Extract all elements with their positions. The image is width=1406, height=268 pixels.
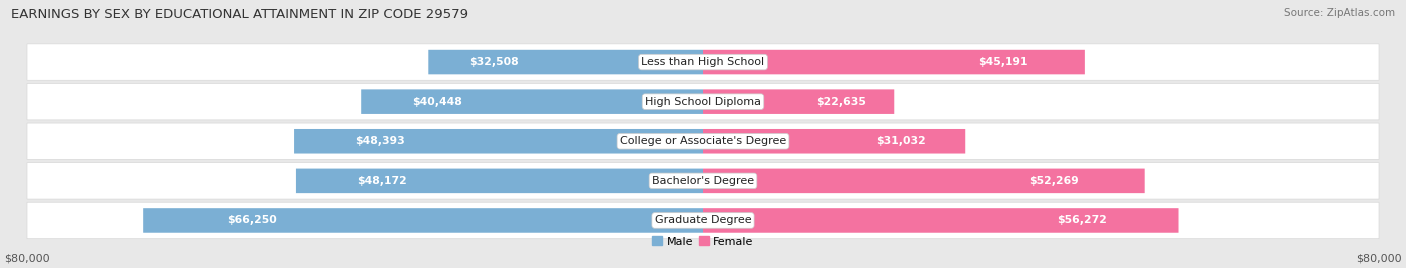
FancyBboxPatch shape (143, 208, 703, 233)
Text: Source: ZipAtlas.com: Source: ZipAtlas.com (1284, 8, 1395, 18)
FancyBboxPatch shape (27, 202, 1379, 239)
FancyBboxPatch shape (703, 169, 1144, 193)
FancyBboxPatch shape (27, 123, 1379, 159)
Text: $52,269: $52,269 (1029, 176, 1078, 186)
FancyBboxPatch shape (295, 169, 703, 193)
Legend: Male, Female: Male, Female (648, 232, 758, 251)
Text: $48,172: $48,172 (357, 176, 406, 186)
Text: Less than High School: Less than High School (641, 57, 765, 67)
Text: Bachelor's Degree: Bachelor's Degree (652, 176, 754, 186)
Text: $22,635: $22,635 (815, 97, 866, 107)
FancyBboxPatch shape (27, 163, 1379, 199)
FancyBboxPatch shape (27, 44, 1379, 80)
Text: $31,032: $31,032 (876, 136, 927, 146)
FancyBboxPatch shape (294, 129, 703, 154)
FancyBboxPatch shape (703, 90, 894, 114)
Text: College or Associate's Degree: College or Associate's Degree (620, 136, 786, 146)
FancyBboxPatch shape (361, 90, 703, 114)
Text: $48,393: $48,393 (356, 136, 405, 146)
FancyBboxPatch shape (27, 83, 1379, 120)
Text: $66,250: $66,250 (228, 215, 277, 225)
Text: $40,448: $40,448 (412, 97, 463, 107)
Text: $45,191: $45,191 (979, 57, 1028, 67)
FancyBboxPatch shape (703, 50, 1085, 74)
FancyBboxPatch shape (429, 50, 703, 74)
Text: EARNINGS BY SEX BY EDUCATIONAL ATTAINMENT IN ZIP CODE 29579: EARNINGS BY SEX BY EDUCATIONAL ATTAINMEN… (11, 8, 468, 21)
Text: Graduate Degree: Graduate Degree (655, 215, 751, 225)
Text: $32,508: $32,508 (470, 57, 519, 67)
FancyBboxPatch shape (703, 208, 1178, 233)
Text: $56,272: $56,272 (1057, 215, 1107, 225)
Text: High School Diploma: High School Diploma (645, 97, 761, 107)
FancyBboxPatch shape (703, 129, 966, 154)
